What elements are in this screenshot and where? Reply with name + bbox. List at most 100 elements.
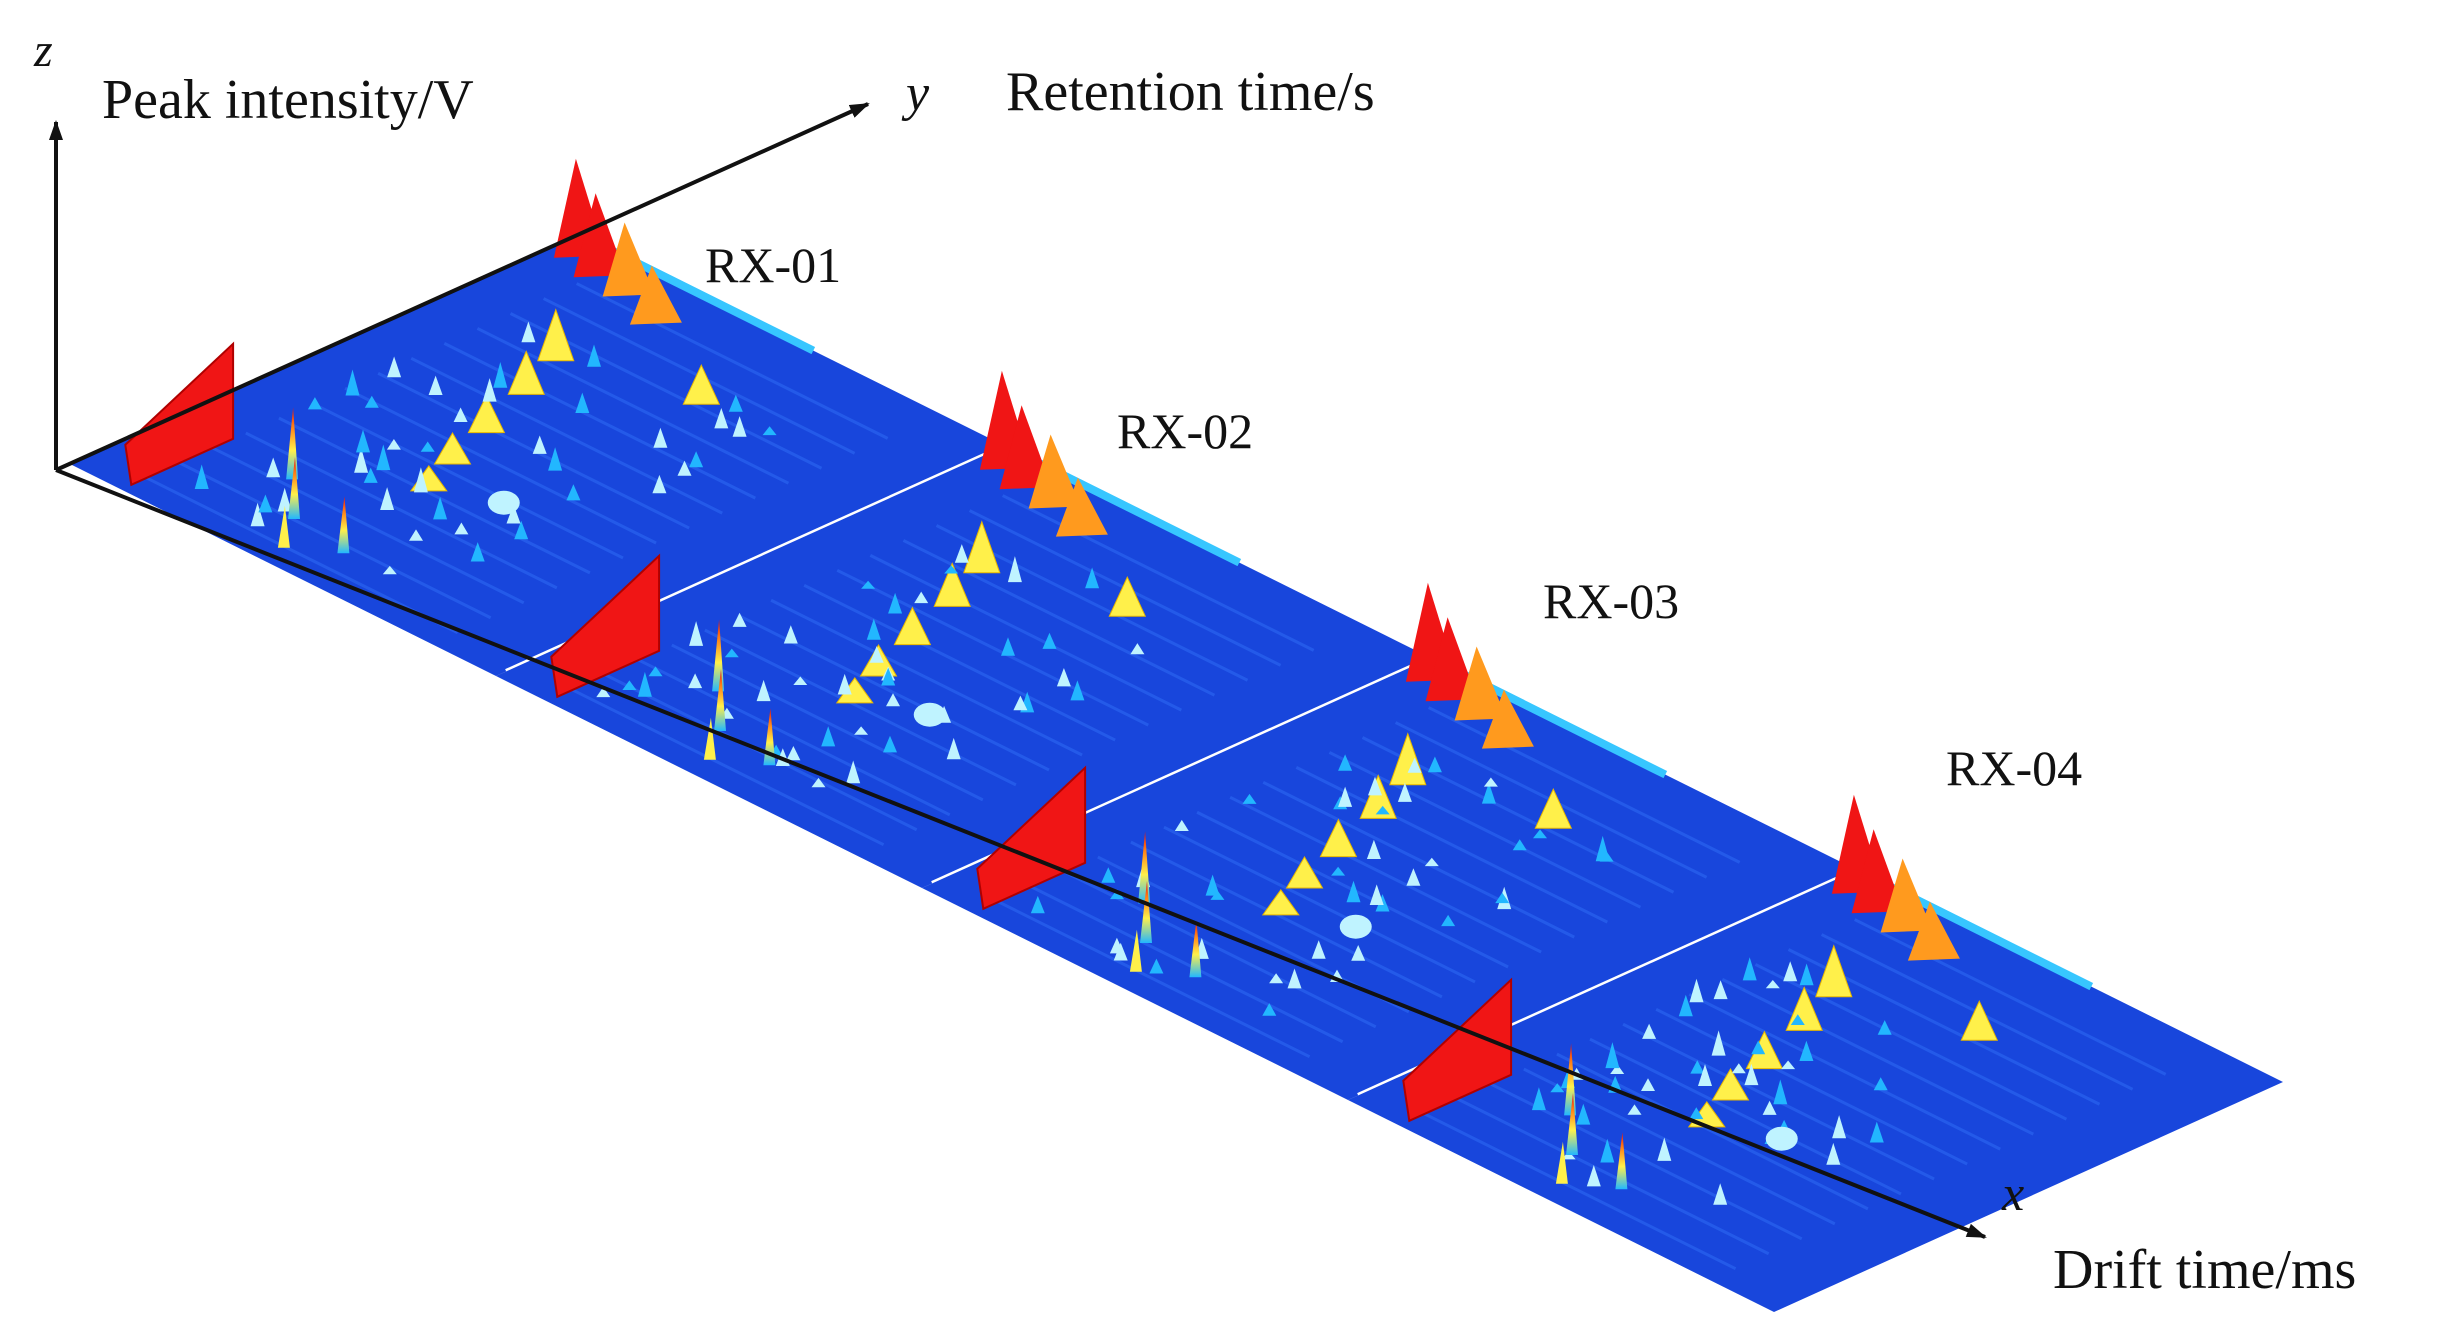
peak [1783,961,1798,982]
peak [732,416,747,437]
peak [1799,963,1814,986]
peak [913,702,946,727]
sample-label-rx-02: RX-02 [1117,403,1253,459]
surface-streak [1423,1112,1737,1271]
surface-streak [1428,706,1741,864]
peak [1960,1000,1999,1041]
peak [1108,576,1147,617]
peak [1790,1014,1805,1025]
surface-streak [1002,494,1315,652]
surface-streak [278,416,591,575]
peak [893,606,932,646]
surface-streak [671,643,984,802]
peak [1773,1079,1788,1105]
surface-streak [1328,751,1642,909]
peak [854,726,869,735]
sample-panels [70,158,2283,1312]
peak [629,265,682,325]
peak [1851,829,1904,914]
peak [1826,1142,1841,1165]
peak [1605,1042,1620,1069]
peak [1495,892,1510,904]
peak [846,760,861,784]
peak [387,356,402,378]
peak-spike [703,717,716,760]
peak-spike [288,457,300,519]
peak [886,693,900,707]
surface-streak [245,431,558,590]
peak [482,378,497,402]
peak [1595,835,1610,862]
peak-spike [1566,1093,1578,1155]
surface-streak [1523,1067,1836,1226]
sample-panel-1 [70,158,1005,676]
peak [652,474,667,494]
peak-spike [1189,920,1202,978]
peak [1781,1060,1796,1070]
surface-streak [1721,978,2034,1136]
surface-streak [576,282,889,440]
peak [1331,866,1346,876]
peak [1799,1040,1814,1061]
peak [1641,1078,1655,1091]
peak [420,441,435,452]
peak [677,460,692,476]
surface-streak [1556,1052,1869,1211]
peak [1149,958,1164,974]
peak [1028,434,1081,509]
peak [1269,973,1284,984]
peak [1832,1115,1847,1139]
x-axis [55,468,1987,1239]
peak [1055,477,1108,537]
peak [1242,793,1257,804]
peak [1210,890,1225,900]
surface-streak [770,598,1083,757]
peak [1907,901,1960,961]
peak [1424,857,1439,867]
surface-streak [212,446,525,605]
peak [1642,1023,1657,1039]
peak [587,344,601,367]
peak [1311,940,1326,959]
peak [1533,829,1547,839]
peak [1586,1165,1601,1187]
peak [1056,668,1071,687]
peak [1765,980,1780,989]
peak [354,447,369,473]
peak [345,369,360,396]
peak [1454,646,1507,721]
peak [453,407,468,422]
z-axis-label: Peak intensity/V [102,69,474,131]
peak [1869,1121,1884,1143]
peak [467,394,506,434]
peak [1085,567,1100,589]
peak [1338,786,1353,807]
sample-label-rx-04: RX-04 [1946,740,2082,796]
peak [364,395,379,408]
peak [1880,858,1933,933]
peak [688,673,703,689]
peak [1576,1103,1591,1125]
peak [433,432,472,465]
peak [1007,556,1022,583]
peak [1338,754,1353,771]
peak [1001,637,1015,656]
peak [811,777,826,788]
peak [1751,1040,1766,1055]
peak [537,308,575,362]
peak [888,592,903,614]
peak [689,451,704,468]
sample-panel-4 [1348,794,2283,1312]
peak [682,364,721,405]
peak [1359,774,1397,819]
peak [382,565,397,575]
peak [1366,839,1381,859]
peak [1441,914,1456,927]
peak [1101,867,1116,883]
peak [783,625,798,644]
peak [250,502,265,527]
sample-label-rx-03: RX-03 [1543,573,1679,629]
peak [514,520,529,540]
peak [1877,1020,1892,1035]
